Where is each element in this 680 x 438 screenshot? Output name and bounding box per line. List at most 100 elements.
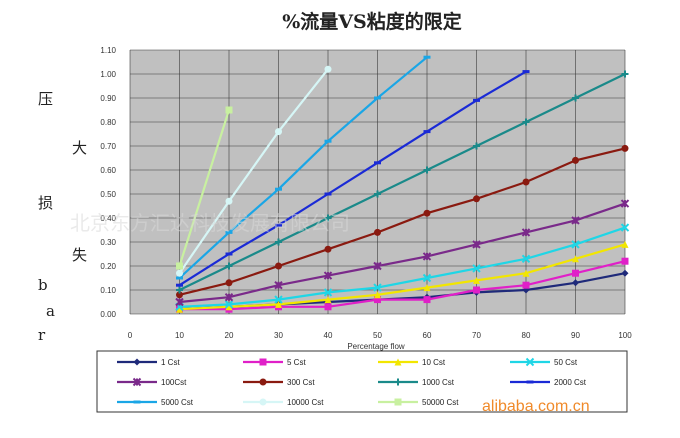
series-line: [179, 243, 626, 311]
data-point: [324, 303, 332, 311]
series-line: [178, 68, 329, 274]
data-point: [571, 240, 580, 249]
data-point: [324, 296, 332, 304]
y-ticks: 0.00 0.10 0.20 0.30 0.40 0.50 0.60 0.70 0.80 0.90…: [100, 46, 116, 319]
data-point: [374, 228, 381, 236]
legend-label: 2000 Cst: [554, 378, 587, 387]
y-tick-label: 0.40: [100, 214, 116, 223]
legend-item: 1000 Cst: [378, 378, 455, 387]
data-point: [423, 209, 431, 217]
x-tick-label: 80: [522, 331, 531, 340]
data-point: [472, 240, 481, 249]
legend-label: 300 Cst: [287, 378, 315, 387]
y-axis-label-char: 损: [38, 194, 53, 212]
data-point: [225, 252, 233, 256]
y-tick-label: 0.60: [100, 166, 116, 175]
data-point: [422, 252, 432, 261]
data-point: [422, 273, 432, 283]
data-point: [572, 269, 579, 277]
data-point: [374, 96, 381, 100]
data-point: [259, 398, 267, 406]
series-50000cst: [176, 106, 233, 270]
series-2000cst: [176, 70, 530, 287]
data-point: [373, 261, 382, 271]
data-point: [394, 378, 402, 386]
series-group: [175, 55, 630, 313]
data-point: [621, 269, 629, 277]
data-point: [132, 377, 142, 387]
data-point: [374, 296, 381, 304]
legend-item: 1 Cst: [117, 358, 180, 367]
y-axis-label-char: 大: [72, 139, 87, 157]
data-point: [176, 276, 183, 280]
series-100cst: [175, 199, 630, 307]
legend-item: 300 Cst: [243, 378, 315, 387]
data-point: [572, 279, 579, 287]
series-50cst: [175, 223, 630, 312]
data-point: [225, 106, 233, 114]
data-point: [275, 238, 282, 246]
series-5000cst: [176, 55, 431, 280]
x-tick-label: 70: [472, 331, 481, 340]
data-point: [176, 305, 183, 313]
legend-item: 5 Cst: [243, 358, 306, 367]
data-point: [394, 358, 402, 366]
legend-item: 10000 Cst: [243, 398, 324, 407]
data-point: [225, 303, 233, 311]
legend-label: 10 Cst: [422, 358, 446, 367]
data-point: [225, 230, 233, 234]
data-point: [323, 271, 333, 280]
y-tick-label: 1.10: [100, 46, 116, 55]
data-point: [621, 70, 629, 78]
data-point: [324, 214, 332, 222]
y-tick-label: 0.70: [100, 142, 116, 151]
data-point: [176, 262, 183, 270]
data-point: [324, 192, 332, 196]
data-point: [473, 286, 480, 294]
y-axis-label-char: a: [46, 302, 55, 320]
legend-item: 5000 Cst: [117, 398, 194, 407]
data-point: [572, 255, 579, 263]
legend-item: 50 Cst: [510, 357, 578, 367]
legend-label: 50 Cst: [554, 358, 578, 367]
watermark-text: 北京东方汇达科技发展有限公司: [70, 211, 350, 235]
data-point: [224, 292, 234, 302]
data-point: [374, 291, 381, 299]
data-point: [423, 284, 431, 292]
legend-label: 50000 Cst: [422, 398, 459, 407]
series-line: [179, 226, 626, 308]
legend-item: 10 Cst: [378, 358, 446, 367]
x-ticks: 0 10 20 30 40 50 60 70 80 90 100: [128, 331, 632, 340]
data-point: [275, 300, 282, 308]
data-point: [133, 358, 141, 366]
data-point: [176, 291, 183, 299]
data-point: [324, 65, 332, 73]
x-tick-label: 10: [175, 331, 184, 340]
data-point: [175, 297, 184, 307]
data-point: [620, 199, 630, 208]
legend-label: 1000 Cst: [422, 378, 455, 387]
legend-label: 10000 Cst: [287, 398, 324, 407]
data-point: [473, 98, 480, 102]
data-point: [472, 264, 481, 273]
x-tick-label: 30: [274, 331, 283, 340]
data-point: [473, 276, 480, 284]
data-point: [522, 269, 530, 277]
data-point: [225, 197, 233, 205]
series-line: [178, 109, 231, 267]
series-line: [179, 147, 626, 296]
data-point: [423, 296, 431, 304]
x-tick-label: 100: [618, 331, 632, 340]
data-point: [473, 195, 480, 203]
y-tick-label: 0.80: [100, 118, 116, 127]
series-line: [179, 202, 626, 304]
data-point: [423, 166, 431, 174]
data-point: [423, 130, 431, 134]
data-point: [176, 283, 183, 287]
x-tick-label: 60: [423, 331, 432, 340]
series-1000cst: [176, 70, 629, 294]
x-tick-label: 90: [571, 331, 580, 340]
data-point: [274, 295, 283, 304]
data-point: [275, 187, 282, 191]
